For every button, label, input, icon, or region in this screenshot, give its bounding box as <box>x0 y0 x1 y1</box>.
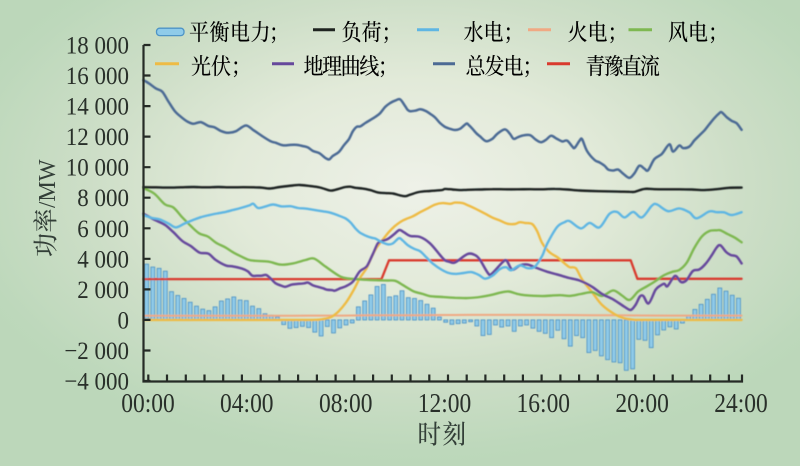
svg-text:0: 0 <box>118 306 129 334</box>
svg-text:04:00: 04:00 <box>220 387 274 418</box>
svg-text:16:00: 16:00 <box>517 387 571 418</box>
svg-text:10 000: 10 000 <box>66 154 129 182</box>
svg-text:12 000: 12 000 <box>66 123 129 151</box>
svg-text:6 000: 6 000 <box>77 215 129 243</box>
svg-text:08:00: 08:00 <box>319 387 373 418</box>
svg-text:24:00: 24:00 <box>714 387 768 418</box>
svg-text:00:00: 00:00 <box>121 387 175 418</box>
svg-text:8 000: 8 000 <box>77 184 129 212</box>
svg-text:−4 000: −4 000 <box>64 368 129 396</box>
svg-text:12:00: 12:00 <box>418 387 472 418</box>
svg-text:4 000: 4 000 <box>77 245 129 273</box>
svg-text:−2 000: −2 000 <box>64 337 129 365</box>
svg-text:18 000: 18 000 <box>66 32 129 60</box>
svg-text:2 000: 2 000 <box>77 276 129 304</box>
svg-text:16 000: 16 000 <box>66 62 129 90</box>
svg-text:14 000: 14 000 <box>66 93 129 121</box>
svg-text:20:00: 20:00 <box>615 387 669 418</box>
svg-text:/MW: /MW <box>34 159 61 208</box>
